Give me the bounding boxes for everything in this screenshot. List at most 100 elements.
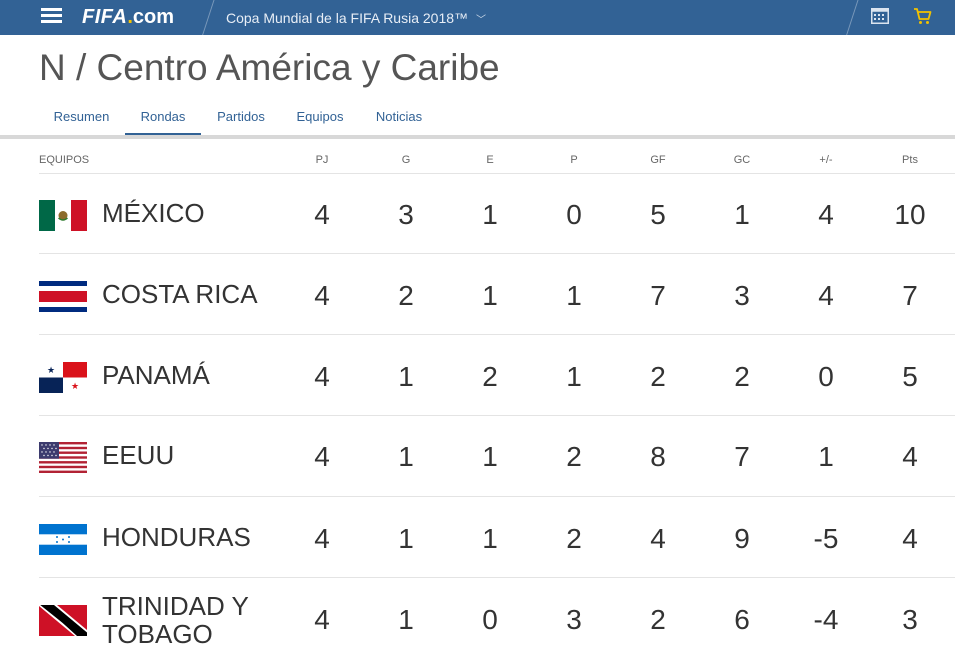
row-divider (39, 173, 955, 174)
cell-pts: 3 (902, 604, 918, 635)
cell-g: 1 (398, 441, 414, 472)
cell-pj: 4 (314, 441, 330, 472)
fifa-logo[interactable]: FIFA.com (82, 5, 174, 29)
cell-gc: 3 (734, 280, 750, 311)
cell-pts: 7 (902, 280, 918, 311)
cell-g: 1 (398, 604, 414, 635)
cell-diff: 0 (818, 361, 834, 392)
row-divider (39, 577, 955, 578)
table-row[interactable]: COSTA RICA 4 2 1 1 7 3 4 7 (0, 254, 955, 334)
tab-rondas[interactable]: Rondas (125, 96, 201, 136)
cell-gc: 7 (734, 441, 750, 472)
cell-diff: 4 (818, 199, 834, 230)
cell-e: 1 (482, 523, 498, 554)
cell-gc: 9 (734, 523, 750, 554)
table-row[interactable]: HONDURAS 4 1 1 2 4 9 -5 4 (0, 497, 955, 577)
col-header-g: G (401, 154, 411, 166)
team-name-line: TRINIDAD Y (102, 591, 249, 621)
cell-gc: 2 (734, 361, 750, 392)
tab-equipos[interactable]: Equipos (296, 109, 344, 124)
team-name[interactable]: TRINIDAD Y TOBAGO (102, 592, 249, 648)
cell-gf: 2 (650, 361, 666, 392)
logo-com-text: com (132, 6, 175, 28)
cell-p: 2 (566, 441, 582, 472)
cell-p: 3 (566, 604, 582, 635)
team-name[interactable]: COSTA RICA (102, 279, 258, 309)
cell-diff: -5 (813, 523, 839, 554)
row-divider (39, 334, 955, 335)
menu-icon[interactable] (41, 8, 62, 24)
tournament-name: Copa Mundial de la FIFA Rusia 2018™ (226, 10, 469, 26)
cell-p: 2 (566, 523, 582, 554)
cell-g: 1 (398, 361, 414, 392)
nav-divider (200, 0, 215, 40)
col-header-p: P (570, 154, 578, 166)
cell-gf: 7 (650, 280, 666, 311)
cell-pj: 4 (314, 280, 330, 311)
tab-partidos[interactable]: Partidos (217, 109, 265, 124)
trinidad-tobago-flag (39, 605, 87, 636)
team-name-line: TOBAGO (102, 619, 213, 649)
mexico-flag (39, 200, 87, 231)
cell-pts: 4 (902, 523, 918, 554)
tournament-selector[interactable]: Copa Mundial de la FIFA Rusia 2018™ ﹀ (226, 10, 486, 29)
cell-gf: 2 (650, 604, 666, 635)
tab-resumen[interactable]: Resumen (53, 109, 110, 124)
col-header-pj: PJ (315, 154, 329, 166)
col-header-diff: +/- (819, 154, 833, 166)
cell-e: 1 (482, 280, 498, 311)
cell-gf: 5 (650, 199, 666, 230)
chevron-down-icon: ﹀ (476, 15, 487, 26)
cell-gf: 4 (650, 523, 666, 554)
cell-diff: 4 (818, 280, 834, 311)
team-name[interactable]: EEUU (102, 440, 175, 470)
cell-p: 1 (566, 280, 582, 311)
calendar-icon[interactable] (871, 7, 889, 24)
col-header-gc: GC (733, 154, 751, 166)
row-divider (39, 253, 955, 254)
table-row[interactable]: MÉXICO 4 3 1 0 5 1 4 10 (0, 174, 955, 253)
col-header-equipos: EQUIPOS (39, 154, 90, 166)
usa-flag (39, 442, 87, 473)
team-name[interactable]: HONDURAS (102, 522, 251, 552)
svg-text:★: ★ (71, 382, 79, 392)
nav-divider (844, 0, 859, 40)
cell-gf: 8 (650, 441, 666, 472)
team-name[interactable]: PANAMÁ (102, 360, 210, 390)
cell-pj: 4 (314, 361, 330, 392)
panama-flag: ★ ★ (39, 362, 87, 393)
table-row[interactable]: ★ ★ PANAMÁ 4 1 2 1 2 2 0 5 (0, 335, 955, 415)
cell-pj: 4 (314, 604, 330, 635)
cell-p: 1 (566, 361, 582, 392)
cart-icon[interactable] (913, 7, 932, 25)
top-nav-bar: FIFA.com Copa Mundial de la FIFA Rusia 2… (0, 0, 955, 40)
team-name[interactable]: MÉXICO (102, 198, 205, 228)
cell-pj: 4 (314, 199, 330, 230)
col-header-pts: Pts (902, 154, 918, 166)
cell-e: 1 (482, 199, 498, 230)
cell-gc: 1 (734, 199, 750, 230)
cell-e: 0 (482, 604, 498, 635)
cell-g: 1 (398, 523, 414, 554)
cell-pts: 4 (902, 441, 918, 472)
logo-fifa-text: FIFA (82, 6, 128, 28)
cell-pts: 10 (894, 199, 926, 230)
col-header-gf: GF (650, 154, 666, 166)
cell-diff: -4 (813, 604, 839, 635)
table-row[interactable]: EEUU 4 1 1 2 8 7 1 4 (0, 416, 955, 496)
cell-pts: 5 (902, 361, 918, 392)
table-row[interactable]: TRINIDAD Y TOBAGO 4 1 0 3 2 6 -4 3 (0, 578, 955, 657)
row-divider (39, 496, 955, 497)
honduras-flag (39, 524, 87, 555)
svg-text:★: ★ (47, 366, 55, 376)
tab-noticias[interactable]: Noticias (375, 109, 423, 124)
cell-pj: 4 (314, 523, 330, 554)
costa-rica-flag (39, 281, 87, 312)
cell-p: 0 (566, 199, 582, 230)
tab-divider (0, 135, 955, 139)
cell-gc: 6 (734, 604, 750, 635)
cell-e: 1 (482, 441, 498, 472)
col-header-e: E (486, 154, 494, 166)
row-divider (39, 415, 955, 416)
cell-g: 3 (398, 199, 414, 230)
